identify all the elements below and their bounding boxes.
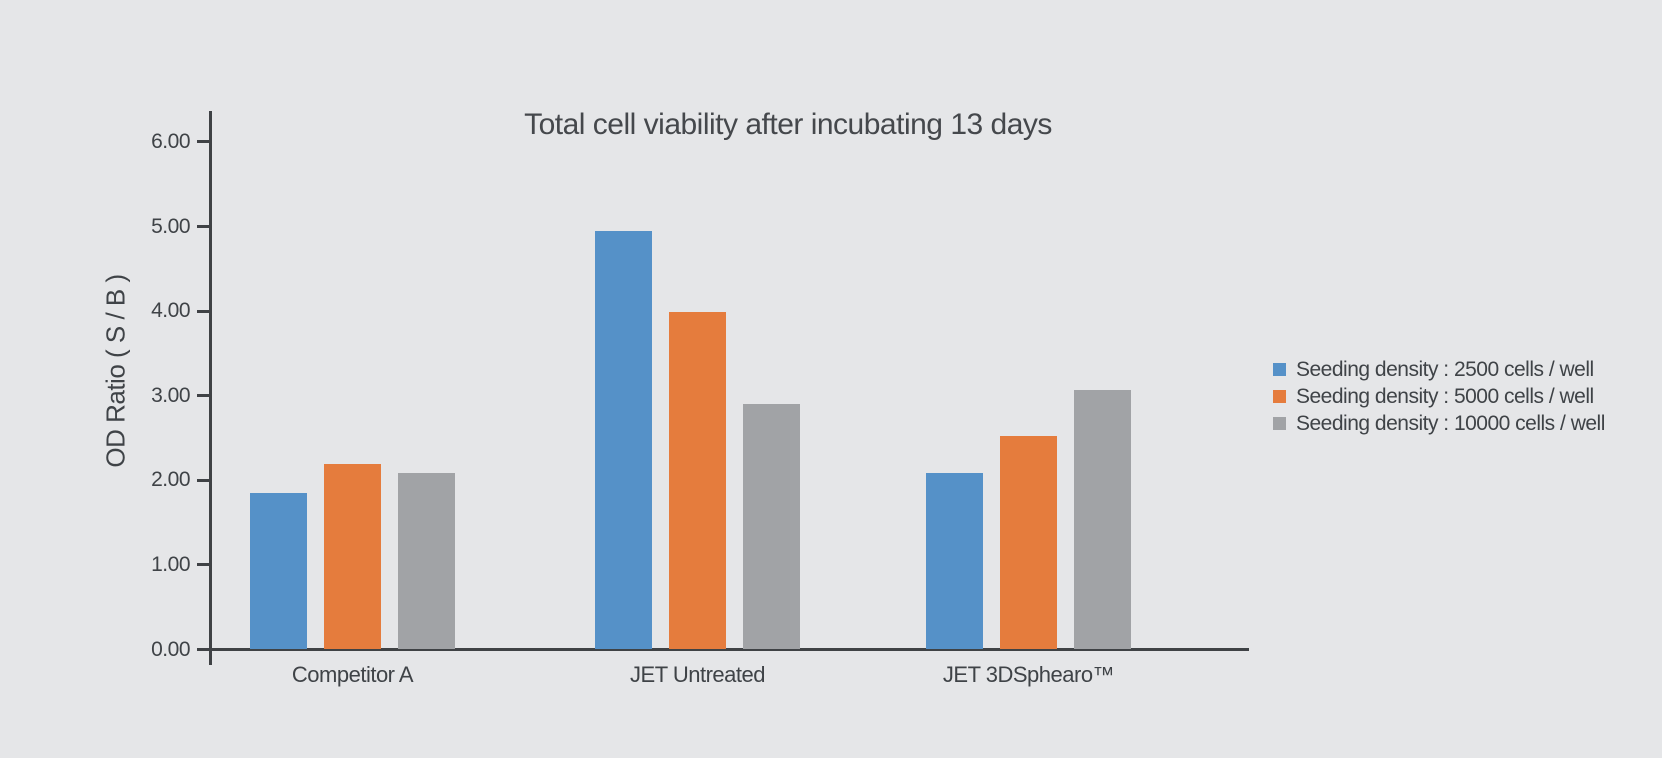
legend-swatch-icon	[1273, 417, 1286, 430]
y-tick-label: 1.00	[151, 552, 190, 576]
legend: Seeding density : 2500 cells / well Seedi…	[1273, 356, 1605, 437]
legend-label: Seeding density : 5000 cells / well	[1296, 384, 1594, 408]
legend-label: Seeding density : 10000 cells / well	[1296, 411, 1605, 435]
x-category-label-jet-3dsphearo: JET 3DSphearo™	[942, 662, 1115, 687]
x-category-label-competitor-a: Competitor A	[291, 662, 414, 687]
y-tick-mark	[197, 394, 210, 398]
y-tick-mark	[197, 140, 210, 144]
bar-competitor-a-series-3	[398, 472, 455, 649]
legend-label: Seeding density : 2500 cells / well	[1296, 357, 1594, 381]
y-tick-label: 6.00	[151, 129, 190, 153]
chart-title: Total cell viability after incubating 13…	[524, 108, 1052, 141]
bar-jet-3dsphearo-series-1	[926, 472, 983, 649]
legend-swatch-icon	[1273, 363, 1286, 376]
y-tick-mark	[197, 563, 210, 567]
x-category-label-jet-untreated: JET Untreated	[630, 662, 765, 687]
bar-jet-untreated-series-2	[669, 312, 726, 649]
bar-competitor-a-series-1	[250, 493, 307, 649]
y-tick-label: 4.00	[151, 299, 190, 323]
y-tick-mark	[197, 648, 210, 651]
y-axis-line	[209, 111, 212, 665]
y-tick-mark	[197, 225, 210, 228]
y-tick-label: 0.00	[151, 637, 190, 661]
bar-competitor-a-series-2	[324, 464, 381, 649]
bar-jet-untreated-series-1	[595, 230, 652, 649]
legend-item: Seeding density : 2500 cells / well	[1273, 356, 1605, 383]
y-tick-label: 2.00	[151, 468, 190, 492]
bar-jet-3dsphearo-series-3	[1074, 389, 1131, 649]
legend-item: Seeding density : 10000 cells / well	[1273, 410, 1605, 437]
x-axis-line	[209, 648, 1249, 651]
bar-jet-untreated-series-3	[743, 404, 800, 649]
legend-swatch-icon	[1273, 390, 1286, 403]
legend-item: Seeding density : 5000 cells / well	[1273, 383, 1605, 410]
bar-jet-3dsphearo-series-2	[1000, 435, 1057, 649]
y-tick-label: 3.00	[151, 383, 190, 407]
y-tick-mark	[197, 478, 210, 482]
y-tick-label: 5.00	[151, 214, 190, 238]
y-tick-mark	[197, 309, 210, 313]
